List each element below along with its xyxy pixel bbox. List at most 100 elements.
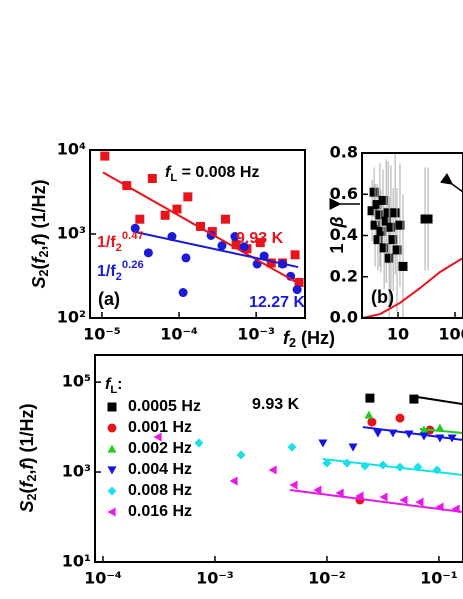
legend-label: 0.008 Hz [128,482,192,499]
marker [384,253,394,263]
legend-marker [107,507,116,517]
annotation-part: 1/f [97,263,116,280]
marker [194,438,204,448]
plot-area [362,153,463,318]
marker [367,417,377,427]
legend-title: fL: [105,376,123,396]
marker [160,210,170,220]
y-tick-label: 10¹ [62,552,91,571]
marker [100,151,110,161]
y-axis-label-part: ( [17,488,37,494]
plot-area [100,151,304,298]
y-axis-label: 1 - β [327,216,347,253]
x-tick-label: 100 [438,325,463,344]
x-axis-label-part: f [283,328,291,348]
y-axis-label-part: , [17,469,37,474]
annotation-part: 2 [116,271,122,283]
y-axis-label-part: ) (1/Hz) [17,403,37,463]
y-axis-label-part: f [17,461,37,469]
x-tick-label: 10⁻³ [196,569,234,588]
plot-area [153,393,463,514]
y-tick-label: 0.8 [330,143,358,162]
y-axis-label-part: 2 [37,250,51,257]
marker [147,173,157,183]
marker [294,277,304,287]
marker [399,495,408,505]
marker [289,480,298,490]
y-axis-label: S2(f2,f) (1/Hz) [17,403,40,512]
y-axis-label-part: 2 [25,474,39,481]
marker [379,492,388,502]
y-axis-label-part: ) (1/Hz) [29,179,49,239]
legend-label: 0.001 Hz [128,419,192,436]
marker [435,423,445,432]
y-axis-label-part: 2 [25,494,39,501]
legend-marker [107,466,117,475]
marker [369,187,379,197]
y-axis-label-part: f [29,256,49,264]
y-tick-label: 10³ [57,224,86,243]
annotation-part: 9.93 K [252,396,300,413]
annotation-part: 2 [116,242,122,254]
marker [229,476,238,486]
y-axis-label-part: f [17,480,37,488]
marker [409,394,419,404]
x-tick-label: 10⁻⁴ [160,325,198,344]
marker [415,497,424,507]
annotation: 1/f20.26 [97,259,144,283]
x-axis-label: f2 (Hz) [283,328,335,351]
y-axis-label-part: ( [29,264,49,270]
axes-frame [361,152,463,319]
annotation-part: L [170,172,177,184]
annotation-part: 9.93 K [236,230,284,247]
marker [287,442,297,452]
x-axis-label-part: 2 [289,336,296,350]
x-tick-label: 10⁻³ [237,325,275,344]
x-tick-label: 10⁻² [308,569,346,588]
marker [388,235,398,245]
marker [183,192,193,202]
y-tick-label: 10⁵ [62,372,91,391]
marker [386,222,396,232]
axes-frame [94,354,463,563]
marker [181,253,191,263]
marker [292,285,302,295]
marker [220,214,230,224]
marker [398,261,408,271]
marker [322,458,332,468]
legend-marker [107,423,117,433]
y-axis-label-part: S [17,501,37,513]
annotation-part: 0.47 [122,230,144,242]
marker [364,410,374,419]
x-axis-label-part: (Hz) [296,328,335,348]
legend-marker [107,486,117,496]
y-axis-label-part: , [29,245,49,250]
marker [395,413,405,423]
marker [178,288,188,298]
fit-line [417,396,463,406]
fit-line [362,426,463,442]
marker [259,251,269,261]
annotation-part: 1/f [97,234,116,251]
annotation: 12.27 K [249,294,305,311]
y-axis-label-part: β [327,216,347,228]
marker [153,432,162,442]
marker [313,485,322,495]
y-tick-label: 0.6 [330,184,358,203]
marker [172,204,182,214]
marker [335,488,344,498]
fit-line [289,489,463,514]
y-axis-label-part: 1 - [327,228,347,254]
y-axis-label-part: S [29,277,49,289]
panel-label: (a) [98,289,120,309]
marker [236,450,246,460]
marker [395,220,405,230]
fit-line [322,458,463,477]
annotation-part: f [165,164,172,181]
marker [378,195,388,205]
y-axis-label-part: f [29,237,49,245]
marker [379,243,389,253]
annotation-part: 12.27 K [249,294,305,311]
marker [239,242,249,252]
